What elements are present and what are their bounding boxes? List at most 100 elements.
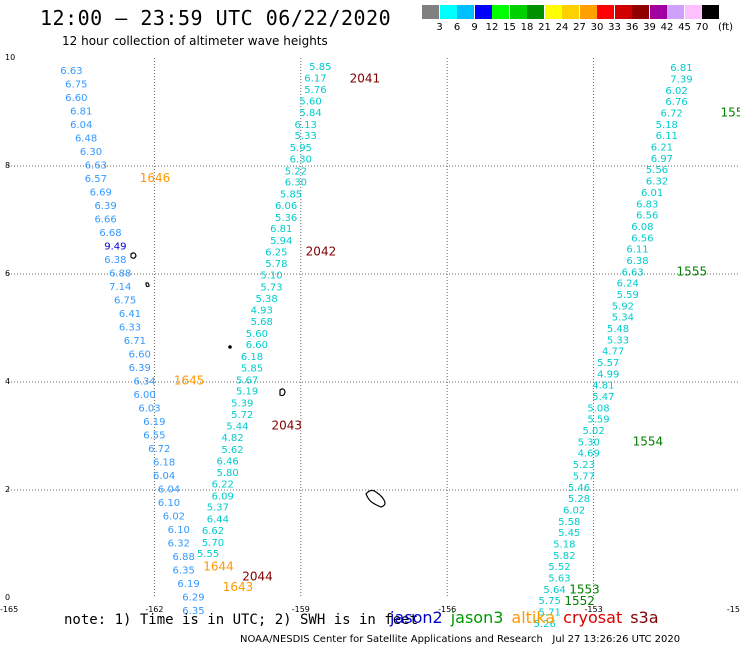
scale-label: 30: [590, 22, 604, 33]
scale-label: 18: [520, 22, 534, 33]
wave-height-value: 6.30: [285, 178, 307, 189]
scale-swatch: [527, 5, 544, 19]
scale-swatch: [509, 5, 527, 19]
wave-height-value: 4.69: [578, 449, 600, 460]
wave-height-value: 6.81: [270, 224, 292, 235]
wave-height-value: 6.24: [617, 279, 639, 290]
scale-swatch: [457, 5, 474, 19]
island-molokai: [279, 388, 286, 397]
wave-height-value: 6.76: [665, 97, 687, 108]
scale-label: 12: [485, 22, 499, 33]
pass-time-label: 1643: [223, 580, 254, 594]
scale-label: 33: [608, 22, 621, 33]
wave-height-value: 5.77: [573, 471, 595, 482]
wave-height-value: 6.10: [168, 525, 190, 536]
wave-height-value: 6.60: [65, 93, 87, 104]
wave-height-value: 5.84: [299, 108, 321, 119]
wave-height-value: 5.08: [587, 403, 609, 414]
wave-height-value: 6.41: [119, 309, 141, 320]
scale-swatch: [597, 5, 614, 19]
wave-height-value: 5.75: [539, 596, 561, 607]
wave-height-value: 6.35: [173, 565, 195, 576]
scale-swatch: [649, 5, 667, 19]
scale-swatch: [702, 5, 719, 19]
wave-height-value: 5.52: [548, 562, 570, 573]
wave-height-value: 6.33: [119, 322, 141, 333]
pass-time-label: 1644: [203, 560, 234, 574]
wave-height-value: 5.48: [607, 324, 629, 335]
wave-height-value: 5.45: [558, 528, 580, 539]
wave-height-value: 9.49: [104, 241, 126, 252]
x-tick-label: -15: [727, 605, 740, 614]
wave-height-value: 6.44: [207, 515, 229, 526]
wave-height-value: 4.77: [602, 347, 624, 358]
wave-height-value: 6.56: [631, 233, 653, 244]
wave-height-value: 6.30: [290, 154, 312, 165]
scale-label: 3: [436, 22, 443, 33]
wave-height-value: 4.93: [251, 306, 273, 317]
wave-height-value: 5.58: [558, 517, 580, 528]
pass-time-label: 1645: [174, 373, 205, 387]
wave-height-value: 5.63: [548, 573, 570, 584]
islands: [130, 252, 386, 508]
wave-height-value: 5.78: [265, 259, 287, 270]
wave-height-value: 6.83: [636, 199, 658, 210]
wave-height-value: 5.37: [207, 503, 229, 514]
scale-label: 42: [660, 22, 674, 33]
wave-height-value: 5.33: [295, 131, 317, 142]
map-subtitle: 12 hour collection of altimeter wave hei…: [62, 34, 328, 48]
scale-label: 27: [573, 22, 586, 33]
scale-swatch: [579, 5, 597, 19]
scale-swatch: [544, 5, 562, 19]
pass-time-label: 1553: [569, 582, 600, 596]
scale-label: 70: [695, 22, 709, 33]
wave-height-value: 5.22: [285, 166, 307, 177]
scale-swatch: [439, 5, 457, 19]
wave-height-value: 5.59: [617, 290, 639, 301]
wave-height-value: 6.11: [656, 131, 678, 142]
wave-height-value: 6.19: [143, 417, 165, 428]
wave-height-value: 5.85: [241, 363, 263, 374]
wave-height-value: 6.13: [295, 120, 317, 131]
wave-height-value: 6.55: [143, 430, 165, 441]
y-tick-label: 6: [5, 269, 10, 278]
wave-height-value: 5.68: [251, 317, 273, 328]
wave-height-value: 5.39: [231, 399, 253, 410]
wave-height-value: 5.02: [582, 426, 604, 437]
island-molokini: [228, 345, 232, 349]
wave-height-value: 6.02: [563, 505, 585, 516]
wave-height-value: 6.88: [173, 552, 195, 563]
wave-height-value: 6.22: [212, 480, 234, 491]
wave-height-value: 5.80: [216, 468, 238, 479]
island-kauai: [145, 282, 150, 288]
wave-height-value: 6.11: [626, 245, 648, 256]
scale-label: 6: [453, 22, 461, 33]
wave-height-value: 5.30: [578, 437, 600, 448]
wave-height-value: 6.39: [129, 363, 151, 374]
units-note: note: 1) Time is in UTC; 2) SWH is in fe…: [64, 612, 419, 628]
island-niihau: [130, 252, 137, 259]
wave-height-value: 5.82: [553, 551, 575, 562]
wave-height-value: 5.85: [309, 62, 331, 73]
wave-height-value: 6.19: [177, 579, 199, 590]
pass-time-label: 1552: [564, 594, 595, 608]
wave-height-value: 6.09: [212, 491, 234, 502]
wave-height-value: 5.47: [592, 392, 614, 403]
wave-height-value: 4.82: [221, 433, 243, 444]
wave-height-value: 6.63: [60, 66, 82, 77]
wave-height-value: 5.36: [275, 213, 297, 224]
wave-height-value: 6.18: [153, 457, 175, 468]
grid-lines: [8, 58, 740, 598]
wave-height-value: 6.72: [148, 444, 170, 455]
wave-height-value: 6.88: [109, 268, 131, 279]
wave-height-value: 6.48: [75, 133, 97, 144]
wave-height-value: 5.64: [543, 585, 565, 596]
wave-height-value: 6.02: [163, 511, 185, 522]
wave-height-value: 5.85: [280, 190, 302, 201]
pass-time-label: 1554: [633, 434, 664, 448]
wave-height-value: 6.17: [304, 73, 326, 84]
wave-height-value: 6.81: [670, 63, 692, 74]
wave-height-value: 4.81: [592, 381, 614, 392]
wave-height-value: 5.55: [197, 549, 219, 560]
